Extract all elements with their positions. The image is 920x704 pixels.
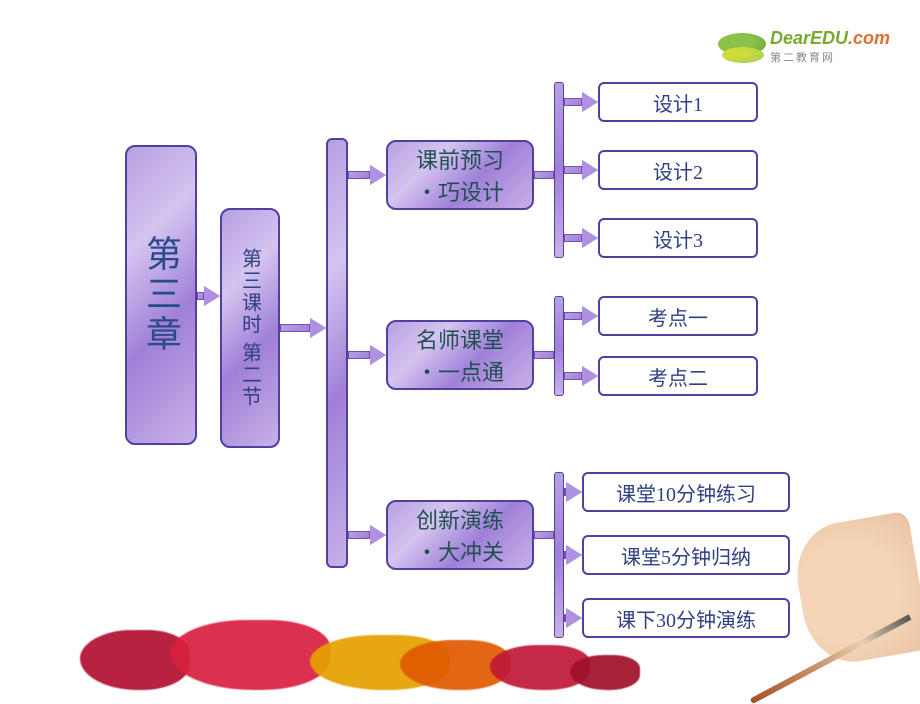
trunk-bar bbox=[326, 138, 348, 568]
chapter-box: 第三章 bbox=[125, 145, 197, 445]
branch-subtitle: ・一点通 bbox=[416, 355, 504, 387]
leaf-teacher-3: 考点一 bbox=[598, 296, 758, 336]
section-line1: 第二节 bbox=[236, 342, 265, 408]
branch-preview: 课前预习・巧设计 bbox=[386, 140, 534, 210]
site-logo: DearEDU.com 第二教育网 bbox=[718, 28, 890, 65]
leaf-practice-6: 课堂5分钟归纳 bbox=[582, 535, 790, 575]
leaf-preview-2: 设计3 bbox=[598, 218, 758, 258]
branch-subtitle: ・大冲关 bbox=[416, 535, 504, 567]
branch-title: 课前预习 bbox=[416, 143, 504, 175]
chapter-label: 第三章 bbox=[135, 235, 187, 355]
leaf-preview-1: 设计2 bbox=[598, 150, 758, 190]
leaf-practice-7: 课下30分钟演练 bbox=[582, 598, 790, 638]
branch-teacher: 名师课堂・一点通 bbox=[386, 320, 534, 390]
leaf-bar bbox=[554, 472, 564, 638]
section-line2: 第三课时 bbox=[236, 248, 265, 336]
branch-title: 名师课堂 bbox=[416, 323, 504, 355]
leaf-bar bbox=[554, 296, 564, 396]
logo-swoosh-icon bbox=[718, 29, 766, 65]
leaf-preview-0: 设计1 bbox=[598, 82, 758, 122]
logo-sub: 第二教育网 bbox=[770, 49, 890, 65]
leaf-bar bbox=[554, 82, 564, 258]
leaf-practice-5: 课堂10分钟练习 bbox=[582, 472, 790, 512]
logo-dotcom: .com bbox=[848, 28, 890, 48]
section-box: 第二节 第三课时 bbox=[220, 208, 280, 448]
branch-title: 创新演练 bbox=[416, 503, 504, 535]
leaf-teacher-4: 考点二 bbox=[598, 356, 758, 396]
branch-practice: 创新演练・大冲关 bbox=[386, 500, 534, 570]
logo-main: DearEDU bbox=[770, 28, 848, 48]
branch-subtitle: ・巧设计 bbox=[416, 175, 504, 207]
